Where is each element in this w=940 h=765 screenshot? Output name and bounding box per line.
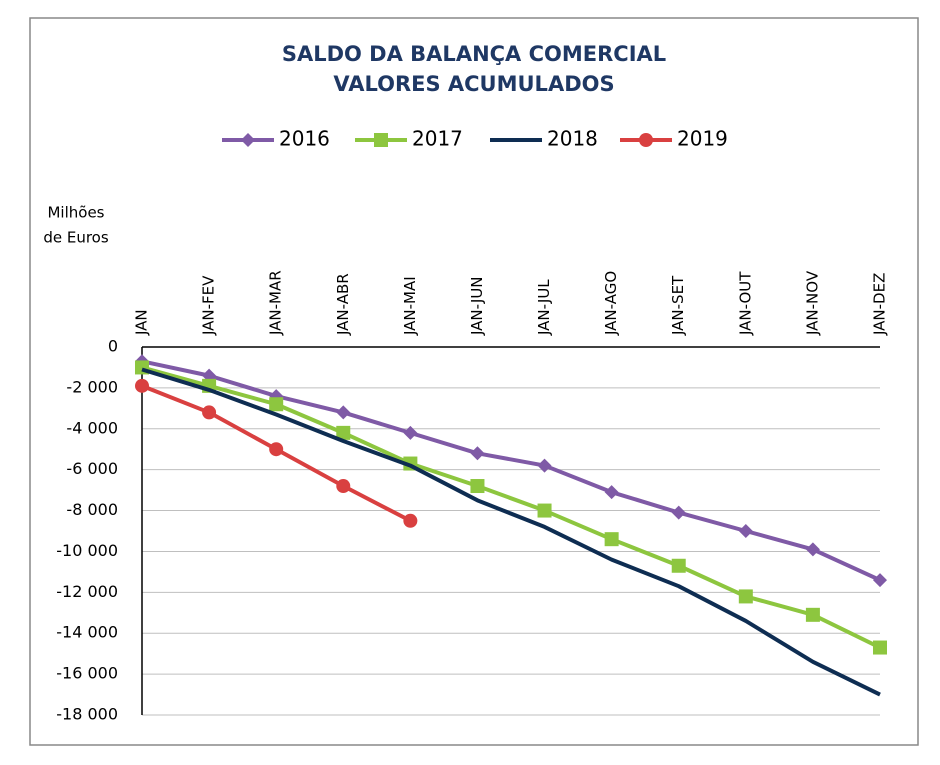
legend-label: 2016 [279,127,330,151]
data-point [336,425,351,440]
data-point [537,503,552,518]
data-point [537,458,552,473]
x-tick-label: JAN-AGO [602,271,620,336]
y-tick-label: -16 000 [56,664,118,683]
x-tick-label: JAN-NOV [803,270,821,336]
y-tick-label: -2 000 [66,377,118,396]
data-point [269,442,284,457]
series-line [141,367,881,697]
y-tick-label: -6 000 [66,459,118,478]
x-tick-label: JAN-OUT [736,271,754,336]
x-tick-label: JAN [133,309,151,336]
y-axis-label: Milhões [47,204,104,222]
data-point [671,558,686,573]
data-point [269,397,284,412]
x-tick-label: JAN-FEV [200,275,218,336]
y-tick-label: -14 000 [56,623,118,642]
y-tick-label: -8 000 [66,500,118,519]
data-point [873,640,887,655]
chart-title: SALDO DA BALANÇA COMERCIAL [282,42,666,66]
x-tick-label: JAN-SET [669,275,687,336]
y-tick-label: -18 000 [56,705,118,724]
data-point [403,513,418,528]
legend-marker [241,133,255,147]
legend-marker [639,133,653,147]
series-line [141,359,881,582]
data-point [336,479,351,494]
x-tick-label: JAN-JUL [535,279,553,336]
data-point [738,589,753,604]
y-tick-label: -10 000 [56,541,118,560]
legend-label: 2018 [547,127,598,151]
legend-marker [374,133,388,147]
x-tick-label: JAN-DEZ [871,273,889,336]
data-point [403,425,418,440]
y-tick-label: 0 [108,337,118,356]
y-axis-label: de Euros [43,229,109,247]
x-tick-label: JAN-ABR [334,273,352,336]
data-point [604,485,619,500]
data-point [805,542,820,557]
x-tick-label: JAN-MAR [267,270,285,336]
data-point [604,532,619,547]
legend-label: 2017 [412,127,463,151]
data-point [470,479,485,494]
data-point [873,573,887,588]
data-point [805,607,820,622]
data-point [336,405,351,420]
x-tick-label: JAN-JUN [468,276,486,336]
chart-subtitle: VALORES ACUMULADOS [333,72,614,96]
chart-frame [29,17,919,746]
y-tick-label: -12 000 [56,582,118,601]
x-tick-label: JAN-MAI [401,276,419,336]
y-tick-label: -4 000 [66,418,118,437]
data-point [470,446,485,461]
data-point [671,505,686,520]
data-point [135,378,149,393]
series-line [141,365,881,650]
data-point [738,524,753,538]
legend-label: 2019 [677,127,728,151]
data-point [202,405,217,420]
